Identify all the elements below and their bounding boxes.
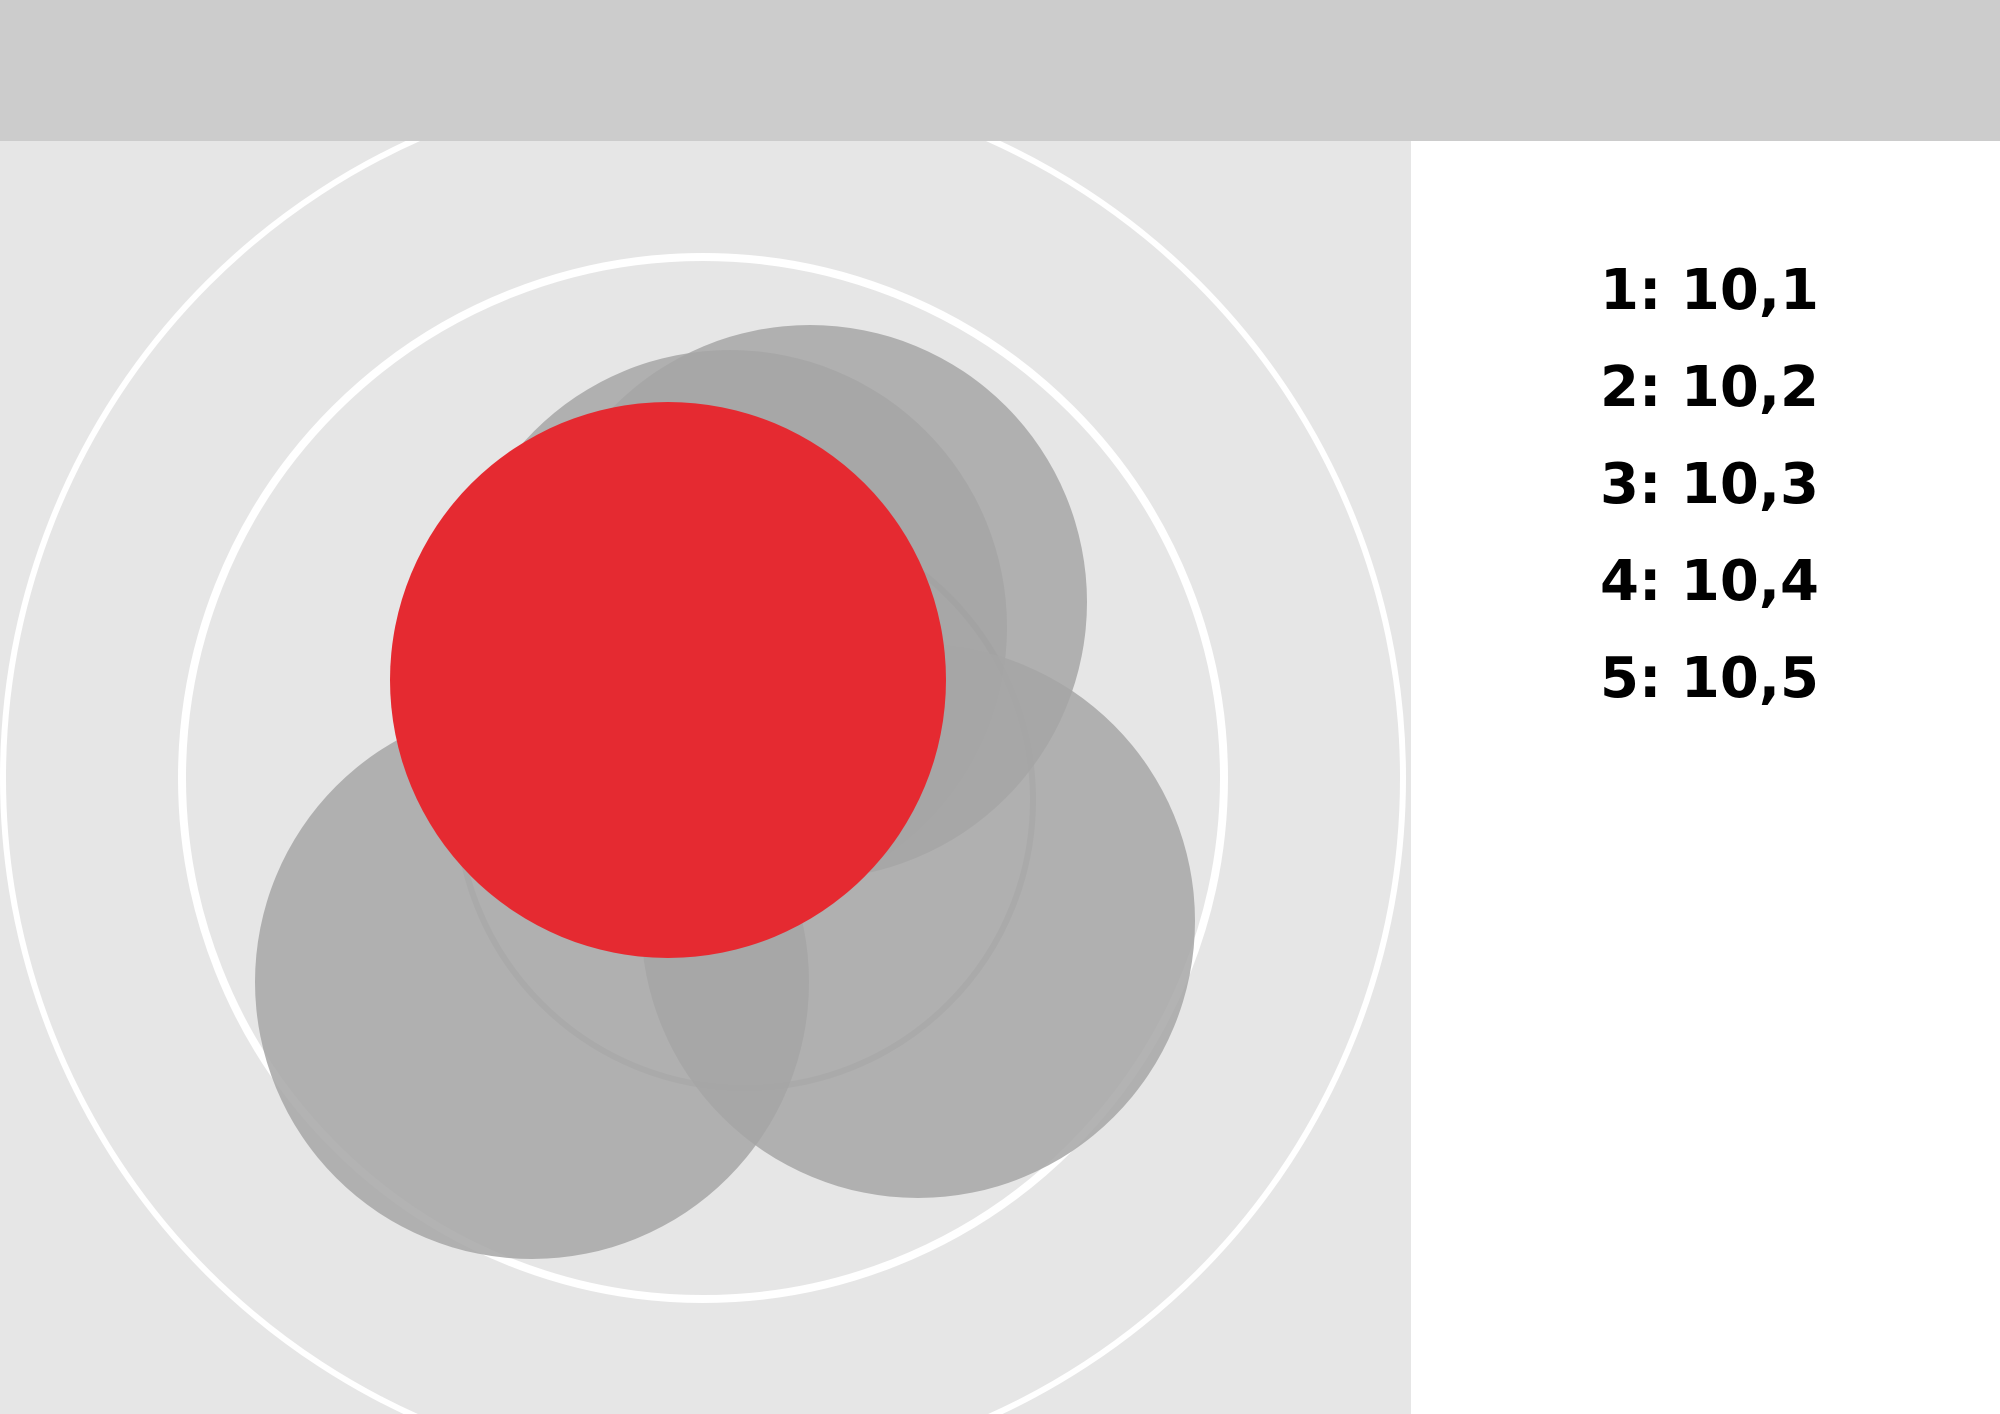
legend-item-1: 1: 10,1	[1600, 258, 1820, 323]
legend-item-4: 4: 10,4	[1600, 549, 1820, 614]
canvas-panel	[0, 141, 1411, 1414]
red-circle	[390, 402, 946, 958]
legend-item-3: 3: 10,3	[1600, 452, 1820, 517]
legend-item-5: 5: 10,5	[1600, 646, 1820, 711]
top-bar	[0, 0, 2000, 141]
circle-diagram	[0, 141, 1406, 1414]
outer-ring	[0, 141, 1406, 1414]
inner-ring	[178, 253, 1228, 1303]
legend: 1: 10,1 2: 10,2 3: 10,3 4: 10,4 5: 10,5	[1600, 255, 1920, 740]
legend-item-2: 2: 10,2	[1600, 355, 1820, 420]
